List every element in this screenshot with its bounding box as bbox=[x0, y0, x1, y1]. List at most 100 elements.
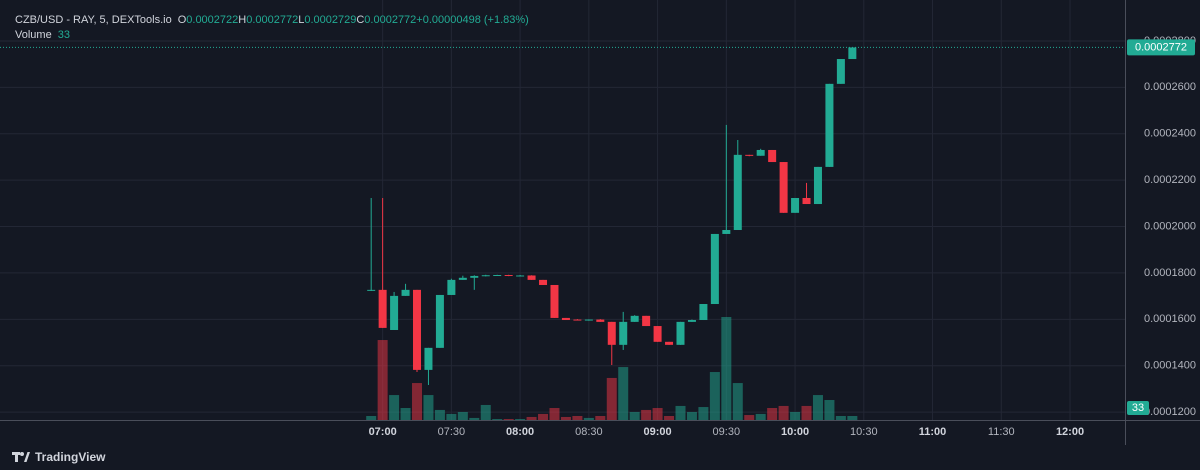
volume-bar bbox=[423, 395, 434, 420]
volume-bar bbox=[618, 367, 629, 420]
volume-bar bbox=[538, 413, 549, 420]
volume-bar bbox=[778, 405, 789, 420]
candle-body bbox=[424, 347, 433, 370]
candle-body bbox=[447, 279, 456, 295]
volume-bar bbox=[503, 419, 514, 420]
candle-body bbox=[367, 289, 376, 291]
volume-bar bbox=[790, 412, 801, 420]
x-tick-label: 11:30 bbox=[988, 426, 1015, 438]
volume-bar bbox=[469, 417, 480, 420]
volume-bar bbox=[686, 412, 697, 420]
volume-bar bbox=[721, 317, 732, 420]
candle-body bbox=[516, 275, 525, 277]
brand-logo bbox=[12, 452, 30, 462]
volume-last-label: 33 bbox=[1132, 402, 1144, 414]
last-price-box bbox=[1127, 39, 1195, 56]
candle-body bbox=[653, 326, 662, 342]
volume-bar bbox=[572, 416, 583, 420]
candle-body bbox=[470, 275, 479, 278]
legend-header: CZB/USD - RAY, 5, DEXTools.io O0.0002722H… bbox=[15, 13, 529, 43]
ohlc-value: 0.0002772 bbox=[364, 14, 417, 26]
candle-body bbox=[756, 149, 765, 156]
volume-bar bbox=[526, 416, 537, 420]
volume-bar bbox=[664, 416, 675, 420]
volume-bar bbox=[366, 416, 377, 420]
volume-bar bbox=[732, 383, 743, 420]
candle-body bbox=[550, 284, 559, 318]
change: +0.00000498 (+1.83%) bbox=[416, 14, 529, 26]
candle-body bbox=[722, 230, 731, 234]
brand-name: TradingView bbox=[35, 450, 106, 464]
volume-bar bbox=[755, 413, 766, 420]
x-tick-label: 07:30 bbox=[438, 426, 466, 438]
candle-body bbox=[561, 317, 570, 321]
volume-bar bbox=[457, 412, 468, 420]
volume-bar bbox=[549, 408, 560, 420]
x-tick-label: 10:30 bbox=[850, 426, 878, 438]
candle-body bbox=[584, 319, 593, 321]
candle-body bbox=[802, 197, 811, 205]
x-tick-label: 09:30 bbox=[713, 426, 741, 438]
candle-body bbox=[401, 289, 410, 296]
candle-body bbox=[825, 83, 834, 167]
volume-bar bbox=[744, 415, 755, 420]
volume-bar bbox=[412, 383, 423, 420]
candle-body bbox=[768, 149, 777, 163]
y-tick-label: 0.0001600 bbox=[1144, 313, 1196, 325]
volume-bar bbox=[606, 377, 617, 420]
candle-body bbox=[779, 162, 788, 213]
x-tick-label: 08:00 bbox=[506, 426, 534, 438]
candle-body bbox=[676, 321, 685, 345]
volume-bar bbox=[446, 413, 457, 420]
candle-body bbox=[699, 304, 708, 321]
y-tick-label: 0.0001400 bbox=[1144, 360, 1196, 372]
ohlc-key: O bbox=[177, 14, 187, 26]
candle-body bbox=[665, 341, 674, 345]
candle-body bbox=[493, 275, 502, 277]
candle-body bbox=[813, 166, 822, 205]
candle-body bbox=[848, 47, 857, 60]
volume-bar bbox=[801, 405, 812, 420]
volume-value: 33 bbox=[57, 29, 70, 41]
ohlc-key: L bbox=[298, 14, 305, 26]
candle-body bbox=[642, 315, 651, 327]
volume-key: Volume bbox=[15, 29, 52, 41]
volume-bar bbox=[641, 409, 652, 420]
volume-box bbox=[1127, 401, 1149, 415]
candle-body bbox=[791, 197, 800, 213]
brand[interactable]: TradingView bbox=[12, 450, 105, 464]
volume-bar bbox=[652, 408, 663, 420]
ohlc-value: 0.0002729 bbox=[304, 14, 357, 26]
y-tick-label: 0.0002200 bbox=[1144, 174, 1196, 186]
y-tick-label: 0.0002400 bbox=[1144, 128, 1196, 140]
volume-bar bbox=[560, 416, 571, 420]
volume-bar bbox=[824, 400, 835, 420]
candle-body bbox=[596, 319, 605, 322]
candle-body bbox=[378, 289, 387, 328]
last-price-label: 0.0002772 bbox=[1135, 41, 1187, 53]
candle-body bbox=[458, 277, 467, 280]
x-tick-label: 09:00 bbox=[644, 426, 672, 438]
candle-body bbox=[504, 275, 513, 277]
volume-bar bbox=[434, 409, 445, 420]
candle-body bbox=[539, 279, 548, 285]
candle-body bbox=[630, 315, 639, 322]
volume-bar bbox=[709, 372, 720, 420]
ohlc-key: C bbox=[356, 14, 365, 26]
volume-bar bbox=[492, 419, 503, 420]
volume-bar bbox=[835, 416, 846, 420]
candle-body bbox=[527, 275, 536, 280]
volume-bar bbox=[698, 407, 709, 420]
ohlc-key: H bbox=[238, 14, 247, 26]
candle-body bbox=[607, 321, 616, 345]
symbol-title: CZB/USD - RAY, 5, DEXTools.io bbox=[15, 14, 172, 26]
y-tick-label: 0.0002000 bbox=[1144, 220, 1196, 232]
volume-bar bbox=[767, 408, 778, 420]
y-tick-label: 0.0002600 bbox=[1144, 81, 1196, 93]
volume-bar bbox=[629, 412, 640, 420]
candle-body bbox=[619, 321, 628, 345]
volume-bar bbox=[583, 417, 594, 420]
candle-body bbox=[390, 295, 399, 330]
